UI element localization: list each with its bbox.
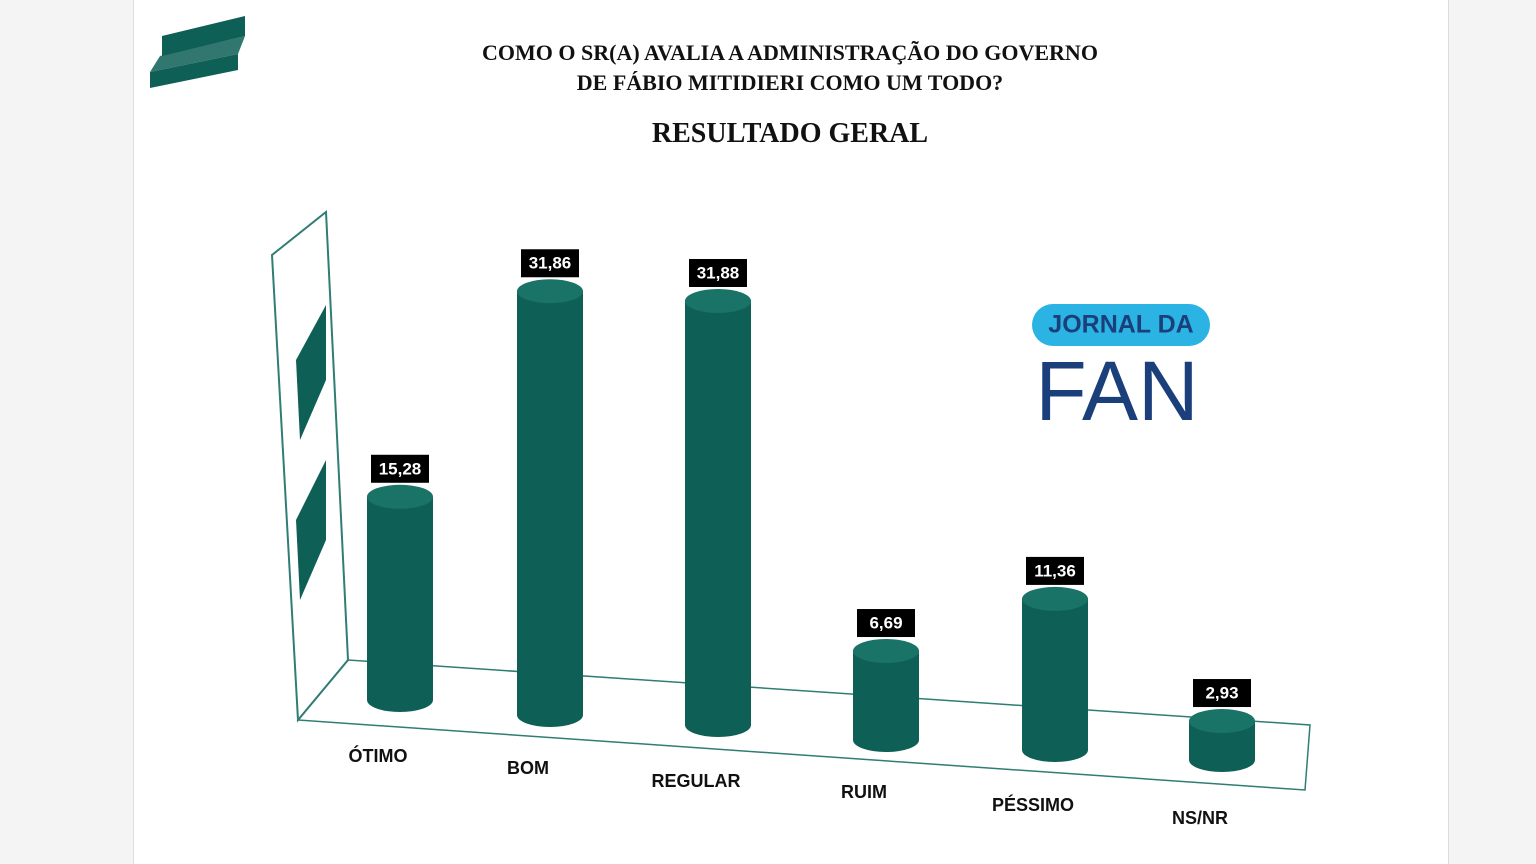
cylinder [367, 484, 433, 712]
cylinder [1022, 586, 1088, 762]
value-label: 15,28 [379, 459, 422, 478]
cylinder-top [853, 639, 919, 664]
cylinder-top [517, 279, 583, 304]
x-tick-label: BOM [507, 758, 549, 778]
cylinder [1189, 709, 1255, 772]
cylinder-body [517, 291, 583, 715]
back-wall [270, 210, 350, 723]
x-tick-label: NS/NR [1172, 808, 1228, 828]
x-tick-label: PÉSSIMO [992, 794, 1074, 815]
cylinder-top [685, 288, 751, 313]
logo-part [150, 54, 238, 88]
cylinder-body [853, 651, 919, 740]
watermark-name: FAN [1035, 344, 1198, 438]
value-label-box [1193, 679, 1251, 708]
value-label: 31,88 [697, 263, 740, 282]
chart-title: COMO O SR(A) AVALIA A ADMINISTRAÇÃO DO G… [482, 40, 1098, 95]
logo-part [162, 16, 245, 56]
watermark-badge-text: JORNAL DA [1048, 311, 1193, 339]
value-label-box [1026, 556, 1084, 585]
cylinder-body [1022, 598, 1088, 750]
cylinder [685, 288, 751, 737]
chart-subtitle: RESULTADO GERAL [651, 118, 929, 149]
wall-logo [296, 305, 326, 440]
value-label: 11,36 [1034, 561, 1076, 580]
watermark-badge [1032, 304, 1210, 346]
logo-part [150, 36, 245, 72]
x-tick-label: ÓTIMO [349, 745, 408, 766]
value-label: 2,93 [1205, 684, 1238, 703]
value-label: 31,86 [529, 254, 572, 273]
wall-logo [296, 460, 326, 600]
x-tick-label: REGULAR [652, 771, 741, 791]
value-label-box [521, 249, 579, 278]
x-tick-label: RUIM [841, 782, 887, 802]
cylinder-body [367, 496, 433, 700]
cylinder [853, 639, 919, 752]
value-label: 6,69 [869, 614, 902, 633]
value-label-box [857, 609, 915, 638]
cylinder-body [685, 300, 751, 725]
cylinder-top [367, 484, 433, 509]
value-label-box [689, 258, 747, 287]
cylinder-top [1189, 709, 1255, 734]
cylinder-top [1022, 586, 1088, 611]
value-label-box [371, 454, 429, 483]
floor [296, 659, 1311, 791]
cylinder [517, 279, 583, 727]
